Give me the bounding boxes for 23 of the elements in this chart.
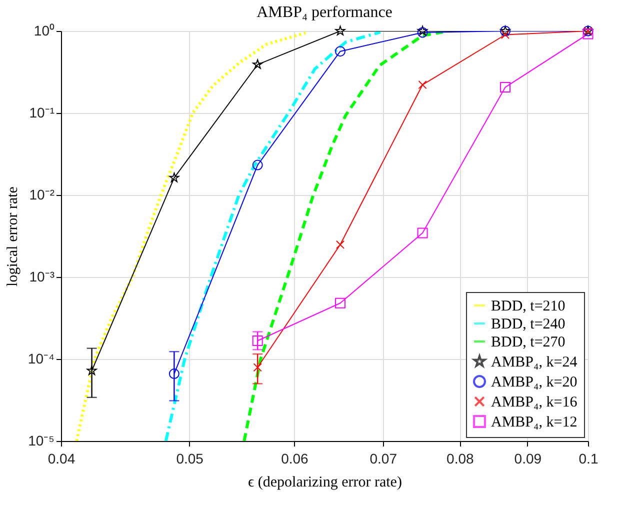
x-tick-label: 0.1 (578, 450, 598, 466)
x-axis-title: ϵ (depolarizing error rate) (248, 474, 402, 490)
x-tick-label: 0.05 (176, 450, 204, 466)
y-tick-label: 10⁻³ (29, 268, 55, 284)
legend-label: AMBP₄, k=24 (491, 354, 578, 370)
x-tick-label: 0.07 (370, 450, 398, 466)
x-tick-label: 0.09 (514, 450, 542, 466)
legend-label: AMBP₄, k=12 (491, 414, 578, 430)
legend-label: AMBP₄, k=16 (491, 394, 578, 410)
x-tick-label: 0.04 (48, 450, 76, 466)
legend-label: BDD, t=210 (491, 298, 566, 314)
x-tick-label: 0.08 (446, 450, 474, 466)
legend-label: AMBP₄, k=20 (491, 374, 578, 390)
y-tick-label: 10⁻¹ (29, 104, 55, 120)
y-tick-label: 10⁻⁵ (28, 432, 54, 448)
legend-label: BDD, t=240 (491, 316, 566, 332)
y-tick-label: 10⁻² (29, 186, 55, 202)
y-tick-label: 10⁻⁴ (28, 350, 54, 366)
y-tick-label: 10⁰ (34, 22, 54, 38)
chart-title: AMBP₄ performance (256, 4, 392, 21)
x-tick-label: 0.06 (281, 450, 309, 466)
legend-label: BDD, t=270 (491, 334, 566, 350)
y-axis-title: logical error rate (4, 186, 21, 286)
